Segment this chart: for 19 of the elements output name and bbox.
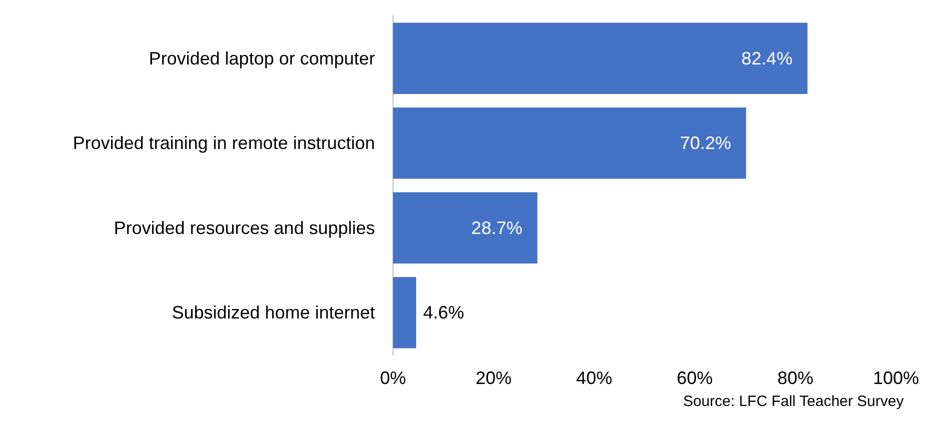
bar [393, 277, 416, 348]
x-tick-label: 40% [576, 368, 612, 388]
y-tick-label: Provided resources and supplies [114, 218, 375, 238]
x-tick-label: 80% [777, 368, 814, 388]
y-tick-label: Provided laptop or computer [148, 48, 376, 68]
x-tick-label: 0% [380, 368, 406, 388]
data-label: 4.6% [423, 302, 464, 323]
source-note: Source: LFC Fall Teacher Survey [683, 393, 904, 410]
bar [393, 108, 746, 179]
y-tick-label: Provided training in remote instruction [72, 133, 375, 154]
data-label: 28.7% [471, 218, 522, 238]
x-tick-label: 60% [676, 368, 713, 388]
data-label: 82.4% [741, 48, 792, 68]
data-label: 70.2% [680, 133, 732, 154]
x-tick-label: 20% [476, 368, 512, 388]
bar [393, 192, 538, 264]
y-tick-label: Subsidized home internet [172, 302, 375, 323]
x-tick-label: 100% [872, 368, 920, 388]
bar [393, 22, 808, 94]
